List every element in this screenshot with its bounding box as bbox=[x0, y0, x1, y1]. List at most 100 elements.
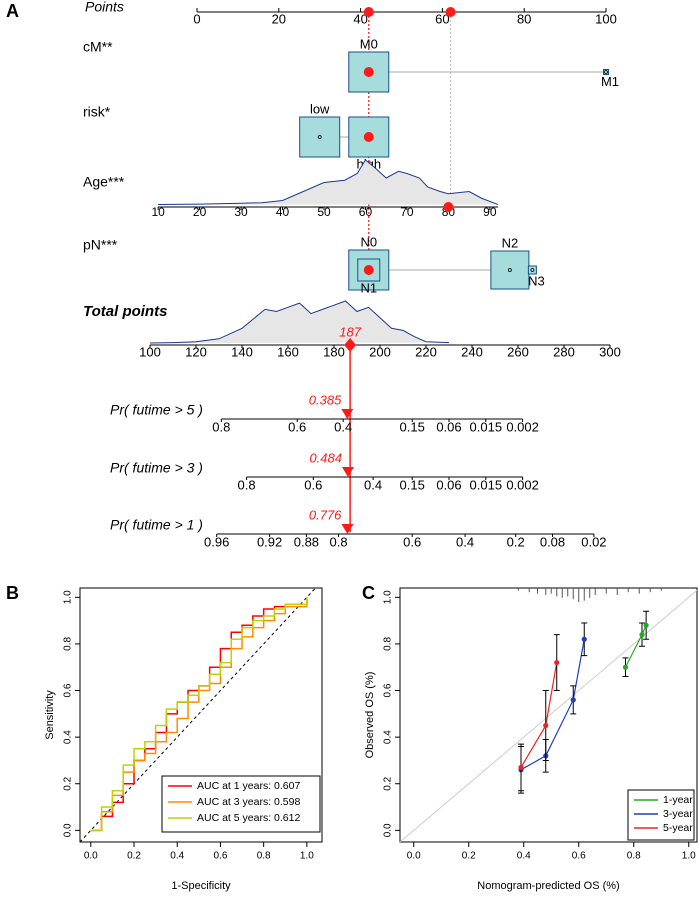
y-tick-label: 1.0 bbox=[63, 590, 74, 604]
level-label: N3 bbox=[528, 273, 545, 288]
legend-label: 3-year bbox=[663, 808, 693, 820]
x-tick-label: 0.4 bbox=[517, 851, 531, 862]
marker bbox=[341, 467, 354, 477]
marker bbox=[363, 132, 374, 142]
marker bbox=[341, 409, 354, 419]
value-label: 187 bbox=[339, 324, 361, 339]
tick-label: 0.8 bbox=[238, 477, 256, 492]
x-tick-label: 0.6 bbox=[572, 851, 586, 862]
probability-name: Pr( futime > 3 ) bbox=[110, 460, 203, 476]
density bbox=[149, 300, 450, 344]
y-tick-label: 1.0 bbox=[383, 590, 394, 604]
x-tick-label: 0.4 bbox=[170, 851, 184, 862]
marker bbox=[363, 67, 374, 77]
point bbox=[570, 697, 576, 703]
tick-label: 100 bbox=[595, 11, 617, 26]
calibration-line bbox=[520, 662, 558, 768]
y-tick-label: 0.4 bbox=[63, 730, 74, 744]
x-tick-label: 1.0 bbox=[682, 851, 696, 862]
y-tick-label: 0.2 bbox=[63, 776, 74, 790]
tick-label: 160 bbox=[277, 344, 299, 359]
roc-curve bbox=[90, 597, 308, 832]
legend-label: AUC at 1 years: 0.607 bbox=[197, 780, 300, 792]
y-tick-label: 0.8 bbox=[383, 637, 394, 651]
legend-label: AUC at 3 years: 0.598 bbox=[197, 796, 300, 808]
marker bbox=[344, 338, 357, 352]
point bbox=[518, 764, 524, 771]
tick-label: 0 bbox=[193, 11, 200, 26]
tick-label: 220 bbox=[415, 344, 437, 359]
x-tick-label: 0.0 bbox=[84, 851, 98, 862]
tick-label: 0.02 bbox=[581, 534, 606, 549]
tick-label: 0.015 bbox=[470, 419, 503, 434]
tick-label: 0.15 bbox=[400, 419, 425, 434]
plot-frame bbox=[399, 587, 698, 843]
tick-label: 0.015 bbox=[470, 477, 503, 492]
tick-label: 0.4 bbox=[364, 477, 382, 492]
y-tick-label: 0.2 bbox=[383, 776, 394, 790]
level-label: N0 bbox=[360, 234, 377, 249]
x-tick-label: 0.2 bbox=[462, 851, 476, 862]
y-tick-label: 0.0 bbox=[63, 823, 74, 837]
level-dot bbox=[530, 268, 535, 272]
reference-line bbox=[79, 587, 316, 843]
tick-label: 0.15 bbox=[400, 477, 425, 492]
tick-label: 100 bbox=[139, 344, 161, 359]
point bbox=[639, 632, 645, 638]
tick-label: 10 bbox=[151, 205, 165, 219]
tick-label: 120 bbox=[185, 344, 207, 359]
tick-label: 0.88 bbox=[294, 534, 319, 549]
x-axis-title: 1-Specificity bbox=[171, 880, 231, 892]
marker bbox=[443, 202, 454, 212]
variable-name: risk* bbox=[83, 104, 111, 120]
tick-label: 0.08 bbox=[540, 534, 565, 549]
level-dot bbox=[317, 135, 322, 139]
tick-label: 0.002 bbox=[506, 419, 539, 434]
roc-curve bbox=[90, 597, 308, 832]
level-box bbox=[490, 250, 530, 290]
tick-label: 30 bbox=[234, 205, 248, 219]
panel-label: A bbox=[6, 1, 19, 21]
tick-label: 0.96 bbox=[204, 534, 229, 549]
axis-title: Points bbox=[85, 0, 124, 15]
tick-label: 140 bbox=[231, 344, 253, 359]
tick-label: 90 bbox=[483, 205, 497, 219]
panel-label: B bbox=[6, 583, 19, 603]
legend-label: AUC at 5 years: 0.612 bbox=[197, 812, 300, 824]
tick-label: 180 bbox=[323, 344, 345, 359]
tick-label: 60 bbox=[435, 11, 449, 26]
point bbox=[543, 722, 549, 729]
density bbox=[158, 159, 499, 206]
tick-label: 0.6 bbox=[304, 477, 322, 492]
level-label: N2 bbox=[502, 235, 519, 250]
x-tick-label: 0.8 bbox=[257, 851, 271, 862]
tick-label: 50 bbox=[317, 205, 331, 219]
value-label: 0.385 bbox=[309, 392, 342, 407]
tick-label: 70 bbox=[400, 205, 414, 219]
level-label: low bbox=[310, 101, 330, 116]
tick-label: 0.6 bbox=[403, 534, 421, 549]
tick-label: 0.6 bbox=[288, 419, 306, 434]
probability-name: Pr( futime > 1 ) bbox=[110, 517, 203, 533]
marker bbox=[445, 7, 456, 17]
probability-name: Pr( futime > 5 ) bbox=[110, 402, 203, 418]
tick-label: 20 bbox=[193, 205, 207, 219]
legend-box bbox=[627, 789, 695, 841]
level-box bbox=[299, 116, 341, 158]
legend-label: 1-year bbox=[663, 794, 693, 806]
plot-frame bbox=[79, 587, 323, 843]
tick-label: 300 bbox=[599, 344, 621, 359]
tick-label: 40 bbox=[353, 11, 367, 26]
value-label: 0.484 bbox=[309, 450, 342, 465]
tick-label: 280 bbox=[553, 344, 575, 359]
point bbox=[643, 622, 649, 628]
level-box bbox=[527, 265, 537, 275]
x-tick-label: 1.0 bbox=[300, 851, 314, 862]
y-axis-title: Sensitivity bbox=[44, 690, 56, 740]
y-axis-title: Observed OS (%) bbox=[364, 672, 376, 759]
tick-label: 0.4 bbox=[334, 419, 352, 434]
level-dot bbox=[604, 70, 608, 74]
value-label: 0.776 bbox=[309, 507, 342, 522]
